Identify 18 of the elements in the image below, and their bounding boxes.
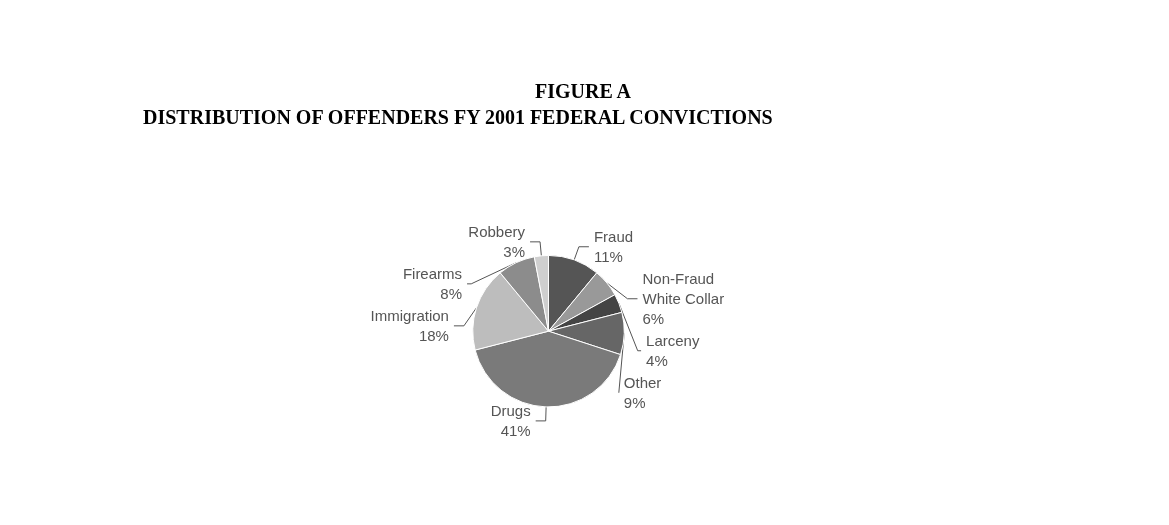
slice-label: Immigration	[370, 307, 449, 325]
slice-label: Larceny	[646, 332, 700, 350]
data-label: 8%	[440, 285, 463, 303]
chart-title: FIGURE A	[534, 80, 632, 102]
data-label: 9%	[623, 394, 646, 412]
data-label: 18%	[418, 327, 449, 345]
slice-label: Other	[623, 374, 662, 392]
slice-label: Fraud	[593, 228, 634, 246]
data-label: 41%	[500, 422, 531, 440]
slice-label: Drugs	[490, 402, 531, 420]
slice-label: Robbery	[468, 223, 526, 241]
slice-label: Non-Fraud White Collar	[642, 270, 725, 308]
data-label: 6%	[642, 310, 665, 328]
data-label: 4%	[646, 352, 668, 370]
chart-subtitle: DISTRIBUTION OF OFFENDERS FY 2001 FEDERAL CONVICTIONS	[143, 106, 773, 128]
slice-label: Firearms	[402, 265, 463, 283]
data-label: 11%	[593, 248, 623, 266]
data-label: 3%	[503, 243, 526, 261]
